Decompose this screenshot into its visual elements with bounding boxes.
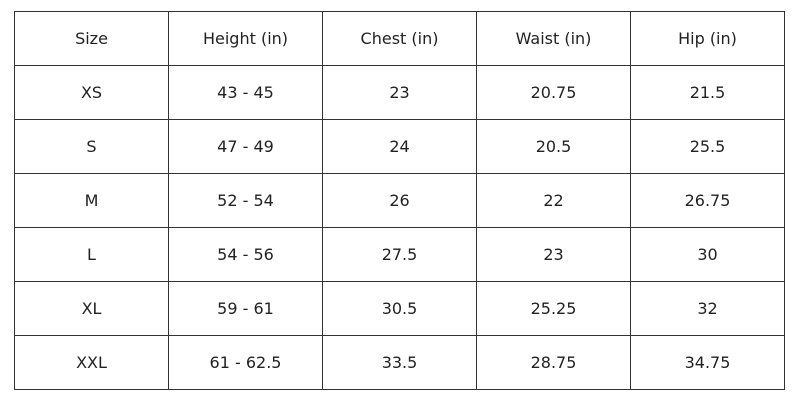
table-cell: 61 - 62.5 (168, 335, 323, 390)
table-cell: 30 (630, 227, 785, 282)
table-body: XS 43 - 45 23 20.75 21.5 S 47 - 49 24 20.5 25.5 M 5… (14, 65, 785, 390)
table-cell: L (14, 227, 169, 282)
table-cell: 22 (476, 173, 631, 228)
header-cell: Size (14, 11, 169, 66)
table-cell: 23 (476, 227, 631, 282)
header-cell: Waist (in) (476, 11, 631, 66)
table-cell: 20.5 (476, 119, 631, 174)
table-cell: 33.5 (322, 335, 477, 390)
table-cell: 25.25 (476, 281, 631, 336)
table-row: L 54 - 56 27.5 23 30 (14, 227, 785, 282)
table-cell: 25.5 (630, 119, 785, 174)
table-header: Size Height (in) Chest (in) Waist (in) Hip (… (14, 11, 785, 66)
table-cell: M (14, 173, 169, 228)
table-cell: 47 - 49 (168, 119, 323, 174)
table-cell: 28.75 (476, 335, 631, 390)
table-cell: 30.5 (322, 281, 477, 336)
table-cell: 59 - 61 (168, 281, 323, 336)
table-cell: 43 - 45 (168, 65, 323, 120)
size-table: Size Height (in) Chest (in) Waist (in) Hip (… (14, 11, 785, 390)
table-cell: XL (14, 281, 169, 336)
table-row: XS 43 - 45 23 20.75 21.5 (14, 65, 785, 120)
header-cell: Chest (in) (322, 11, 477, 66)
table-cell: 26.75 (630, 173, 785, 228)
table-row: S 47 - 49 24 20.5 25.5 (14, 119, 785, 174)
header-row: Size Height (in) Chest (in) Waist (in) Hip (… (14, 11, 785, 66)
table-cell: 27.5 (322, 227, 477, 282)
table-cell: 20.75 (476, 65, 631, 120)
table-cell: 23 (322, 65, 477, 120)
header-cell: Hip (in) (630, 11, 785, 66)
table-cell: 54 - 56 (168, 227, 323, 282)
table-row: XL 59 - 61 30.5 25.25 32 (14, 281, 785, 336)
table-cell: XXL (14, 335, 169, 390)
table-cell: 24 (322, 119, 477, 174)
table-row: XXL 61 - 62.5 33.5 28.75 34.75 (14, 335, 785, 390)
table-cell: 52 - 54 (168, 173, 323, 228)
table-cell: 26 (322, 173, 477, 228)
table-cell: 34.75 (630, 335, 785, 390)
table-row: M 52 - 54 26 22 26.75 (14, 173, 785, 228)
table-cell: 21.5 (630, 65, 785, 120)
table-cell: XS (14, 65, 169, 120)
table-cell: 32 (630, 281, 785, 336)
header-cell: Height (in) (168, 11, 323, 66)
table-cell: S (14, 119, 169, 174)
